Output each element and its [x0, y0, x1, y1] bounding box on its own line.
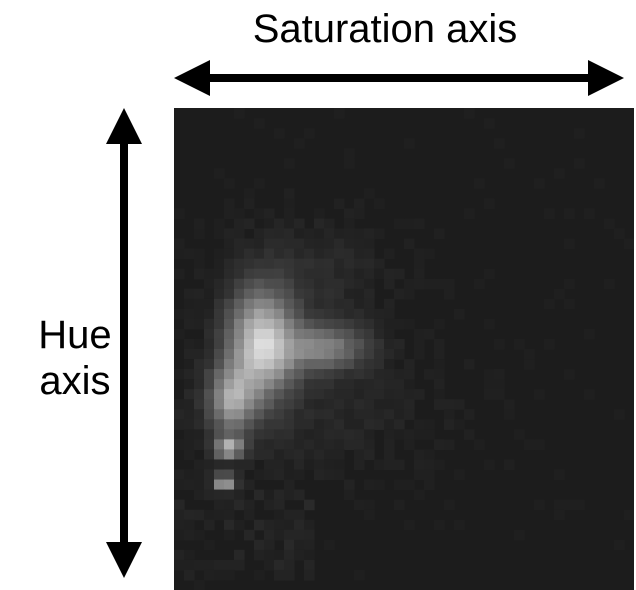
hue-axis-label-line2: axis: [39, 359, 111, 403]
hue-axis-arrow: [106, 108, 142, 578]
hue-axis-label: Hue axis: [20, 312, 130, 404]
saturation-axis-label: Saturation axis: [252, 7, 518, 51]
saturation-axis-arrow: [174, 60, 624, 96]
hue-saturation-histogram: [174, 108, 634, 590]
histogram-cells: [174, 108, 634, 590]
hue-axis-label-line1: Hue: [38, 313, 112, 357]
